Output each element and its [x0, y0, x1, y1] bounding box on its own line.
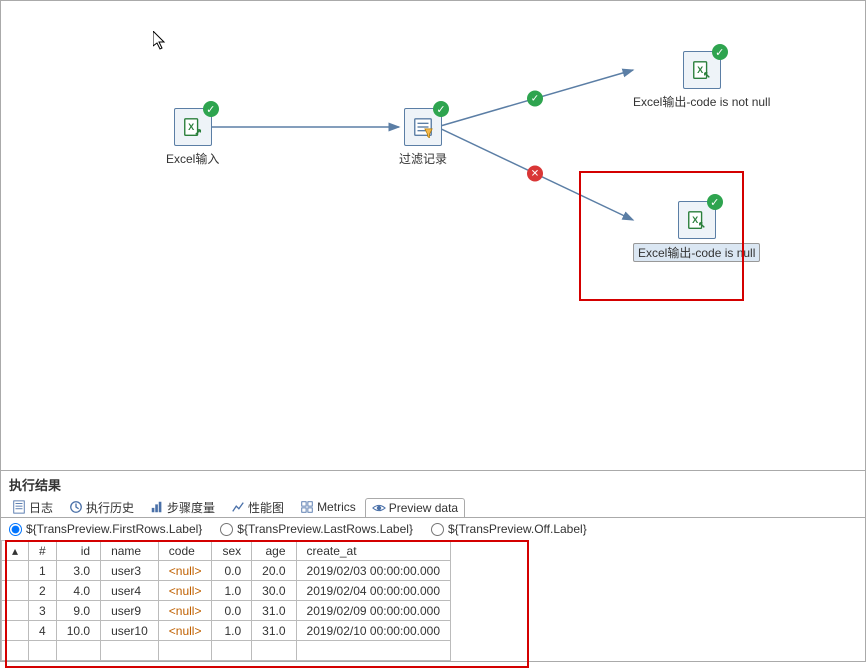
perf-icon	[231, 500, 245, 514]
table-cell: <null>	[158, 581, 212, 601]
table-cell: 2019/02/03 00:00:00.000	[296, 561, 450, 581]
table-cell: 31.0	[252, 621, 296, 641]
table-row[interactable]: 13.0user3<null>0.020.02019/02/03 00:00:0…	[2, 561, 451, 581]
table-cell: 4	[29, 621, 57, 641]
table-cell: 4.0	[56, 581, 100, 601]
svg-text:✓: ✓	[531, 94, 539, 105]
table-cell: 1.0	[212, 621, 252, 641]
flow-node-label: 过滤记录	[399, 150, 447, 167]
svg-text:X: X	[697, 65, 704, 75]
radio-input[interactable]	[220, 523, 233, 536]
table-row[interactable]: 24.0user4<null>1.030.02019/02/04 00:00:0…	[2, 581, 451, 601]
table-corner: ▴	[2, 541, 29, 561]
table-cell: 3	[29, 601, 57, 621]
flow-node-label: Excel输出-code is not null	[633, 93, 770, 110]
selection-highlight	[579, 171, 744, 301]
table-cell: 3.0	[56, 561, 100, 581]
table-row[interactable]: 410.0user10<null>1.031.02019/02/10 00:00…	[2, 621, 451, 641]
table-cell: 2019/02/04 00:00:00.000	[296, 581, 450, 601]
mouse-cursor	[153, 31, 167, 51]
tab-label: 步骤度量	[167, 499, 215, 516]
excel-in-icon: X✓	[174, 108, 212, 146]
tab-label: 性能图	[248, 499, 284, 516]
radio-label: ${TransPreview.LastRows.Label}	[237, 522, 413, 536]
results-panel: 执行结果 日志 执行历史 步骤度量 性能图 Metrics Preview data ${…	[1, 471, 865, 661]
status-ok-icon: ✓	[203, 101, 219, 117]
preview-icon	[372, 501, 386, 515]
results-title: 执行结果	[1, 471, 865, 496]
flow-node-filter[interactable]: ✓ 过滤记录	[399, 108, 447, 167]
table-cell: <null>	[158, 601, 212, 621]
table-cell: 2019/02/10 00:00:00.000	[296, 621, 450, 641]
table-header[interactable]: name	[101, 541, 159, 561]
results-tabs: 日志 执行历史 步骤度量 性能图 Metrics Preview data	[1, 496, 865, 518]
table-row	[2, 641, 451, 661]
preview-radio-2[interactable]: ${TransPreview.Off.Label}	[431, 522, 587, 536]
flow-node-label: Excel输入	[166, 150, 219, 167]
tab-perf[interactable]: 性能图	[224, 496, 291, 518]
table-cell: user10	[101, 621, 159, 641]
tab-preview[interactable]: Preview data	[365, 498, 465, 517]
metrics-icon	[300, 500, 314, 514]
table-row[interactable]: 39.0user9<null>0.031.02019/02/09 00:00:0…	[2, 601, 451, 621]
preview-table: ▴#idnamecodesexagecreate_at13.0user3<nul…	[1, 540, 451, 661]
flow-node-out1[interactable]: X✓ Excel输出-code is not null	[633, 51, 770, 110]
row-handle	[2, 621, 29, 641]
radio-input[interactable]	[9, 523, 22, 536]
svg-text:X: X	[188, 122, 195, 132]
table-cell: user4	[101, 581, 159, 601]
tab-label: 执行历史	[86, 499, 134, 516]
table-cell: 2	[29, 581, 57, 601]
radio-label: ${TransPreview.Off.Label}	[448, 522, 587, 536]
table-cell: <null>	[158, 621, 212, 641]
table-cell: user9	[101, 601, 159, 621]
table-cell: 0.0	[212, 561, 252, 581]
excel-out-icon: X✓	[683, 51, 721, 89]
flow-canvas[interactable]: ✓✕ X✓Excel输入✓过滤记录X✓Excel输出-code is not n…	[1, 1, 865, 471]
table-header[interactable]: age	[252, 541, 296, 561]
table-header[interactable]: code	[158, 541, 212, 561]
table-cell: 2019/02/09 00:00:00.000	[296, 601, 450, 621]
tab-label: Metrics	[317, 500, 356, 514]
row-handle	[2, 581, 29, 601]
fold-icon[interactable]: ▴	[12, 544, 18, 558]
tab-history[interactable]: 执行历史	[62, 496, 141, 518]
flow-node-in[interactable]: X✓ Excel输入	[166, 108, 219, 167]
table-header[interactable]: sex	[212, 541, 252, 561]
table-cell: 20.0	[252, 561, 296, 581]
radio-label: ${TransPreview.FirstRows.Label}	[26, 522, 202, 536]
preview-radio-0[interactable]: ${TransPreview.FirstRows.Label}	[9, 522, 202, 536]
log-icon	[12, 500, 26, 514]
history-icon	[69, 500, 83, 514]
row-handle	[2, 601, 29, 621]
tab-log[interactable]: 日志	[5, 496, 60, 518]
table-cell: 1.0	[212, 581, 252, 601]
tab-steps[interactable]: 步骤度量	[143, 496, 222, 518]
radio-input[interactable]	[431, 523, 444, 536]
filter-icon: ✓	[404, 108, 442, 146]
table-cell: <null>	[158, 561, 212, 581]
steps-icon	[150, 500, 164, 514]
status-ok-icon: ✓	[712, 44, 728, 60]
table-cell: 9.0	[56, 601, 100, 621]
preview-radio-group: ${TransPreview.FirstRows.Label} ${TransPr…	[1, 518, 865, 540]
table-header[interactable]: #	[29, 541, 57, 561]
tab-label: Preview data	[389, 501, 458, 515]
table-header[interactable]: create_at	[296, 541, 450, 561]
tab-label: 日志	[29, 499, 53, 516]
table-cell: user3	[101, 561, 159, 581]
tab-metrics[interactable]: Metrics	[293, 497, 363, 516]
table-cell: 0.0	[212, 601, 252, 621]
status-ok-icon: ✓	[433, 101, 449, 117]
table-header[interactable]: id	[56, 541, 100, 561]
row-handle	[2, 561, 29, 581]
table-cell: 31.0	[252, 601, 296, 621]
preview-table-wrap: ▴#idnamecodesexagecreate_at13.0user3<nul…	[1, 540, 865, 661]
table-cell: 1	[29, 561, 57, 581]
svg-text:✕: ✕	[531, 169, 539, 180]
table-cell: 30.0	[252, 581, 296, 601]
preview-radio-1[interactable]: ${TransPreview.LastRows.Label}	[220, 522, 413, 536]
table-cell: 10.0	[56, 621, 100, 641]
